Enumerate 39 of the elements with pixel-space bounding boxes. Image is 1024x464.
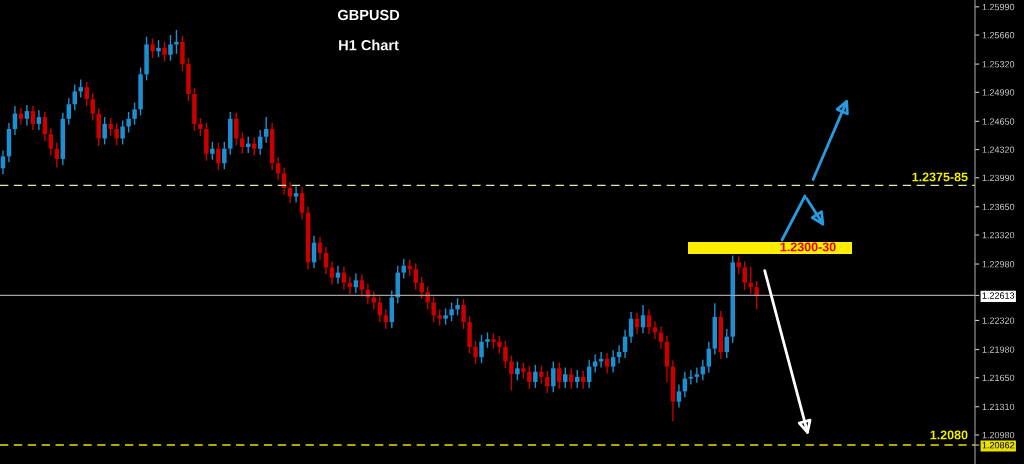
candlestick (204, 122, 209, 162)
candlestick (162, 41, 167, 63)
candlestick (742, 260, 747, 291)
annotation: 1.2300-30 (780, 242, 836, 252)
text: GBPUSD (337, 9, 400, 21)
candlestick (90, 92, 95, 122)
annotation: 1.2080 (930, 430, 968, 440)
y-tick-label: 1.21650 (982, 374, 1015, 382)
y-tick-label: 1.24320 (982, 146, 1015, 153)
candlestick (557, 361, 562, 390)
y-tick-label: 1.21980 (982, 346, 1015, 353)
candlestick (132, 101, 137, 126)
candlestick (467, 315, 472, 355)
y-tick-label: 1.21310 (982, 403, 1015, 411)
candlestick (192, 87, 197, 132)
candlestick (509, 354, 514, 392)
candlestick (168, 34, 173, 62)
candlestick (144, 36, 149, 82)
text: H1 Chart (339, 39, 399, 51)
candlestick (150, 37, 155, 59)
y-tick-label: 1.20862 (982, 442, 1015, 449)
y-tick-label: 1.23320 (982, 231, 1015, 239)
candlestick (228, 111, 233, 156)
y-tick-label: 1.22613 (982, 292, 1015, 299)
y-tick-label: 1.22320 (982, 317, 1015, 324)
y-tick-label: 1.25990 (982, 3, 1015, 11)
y-tick-label: 1.22980 (982, 261, 1015, 268)
y-tick-label: 1.23650 (982, 203, 1015, 211)
y-tick-label: 1.20980 (982, 431, 1015, 439)
candlestick (413, 262, 418, 291)
y-tick-label: 1.23990 (982, 174, 1015, 182)
candlestick (186, 57, 191, 102)
y-tick-label: 1.25320 (982, 61, 1015, 68)
candlestick (431, 295, 436, 323)
candlestick (563, 366, 568, 389)
y-tick-label: 1.25660 (982, 32, 1015, 39)
y-tick-label: 1.24650 (982, 118, 1015, 125)
y-tick-label: 1.24990 (982, 89, 1015, 96)
annotation: 1.2375-85 (912, 172, 968, 182)
